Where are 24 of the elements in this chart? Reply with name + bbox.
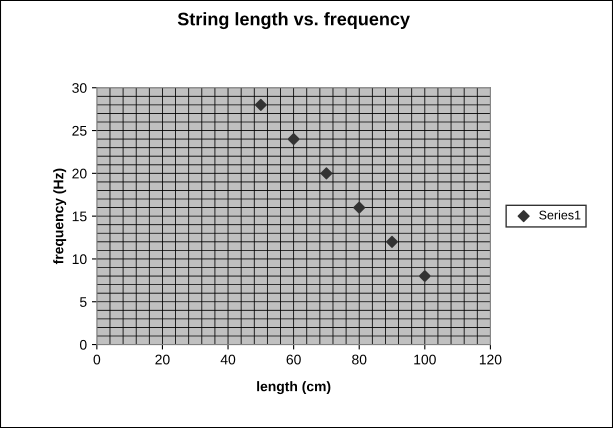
x-axis-title: length (cm) bbox=[257, 381, 330, 394]
point bbox=[320, 167, 332, 180]
y-tick-label: 20 bbox=[72, 168, 87, 179]
y-tick-label: 0 bbox=[80, 340, 87, 350]
x-tick-label: 100 bbox=[414, 354, 436, 364]
point bbox=[254, 98, 267, 111]
y-tick-label: 30 bbox=[72, 83, 87, 93]
chart-title: String length vs. frequency bbox=[178, 12, 410, 30]
point bbox=[386, 236, 398, 248]
y-tick-label: 25 bbox=[72, 126, 87, 136]
x-tick-label: 80 bbox=[352, 354, 366, 364]
point bbox=[418, 270, 431, 282]
x-tick-label: 120 bbox=[480, 354, 502, 364]
y-tick-label: 10 bbox=[72, 254, 87, 264]
x-tick-label: 20 bbox=[155, 354, 170, 364]
legend-label: Series1 bbox=[539, 210, 580, 220]
x-tick-label: 0 bbox=[94, 354, 100, 364]
point bbox=[288, 133, 300, 146]
point bbox=[353, 202, 366, 214]
y-tick-label: 5 bbox=[80, 297, 87, 307]
x-tick-label: 60 bbox=[286, 354, 301, 364]
y-axis-title: frequency (Hz) bbox=[53, 168, 66, 264]
y-tick-label: 15 bbox=[72, 212, 87, 222]
x-tick-label: 40 bbox=[220, 354, 236, 364]
